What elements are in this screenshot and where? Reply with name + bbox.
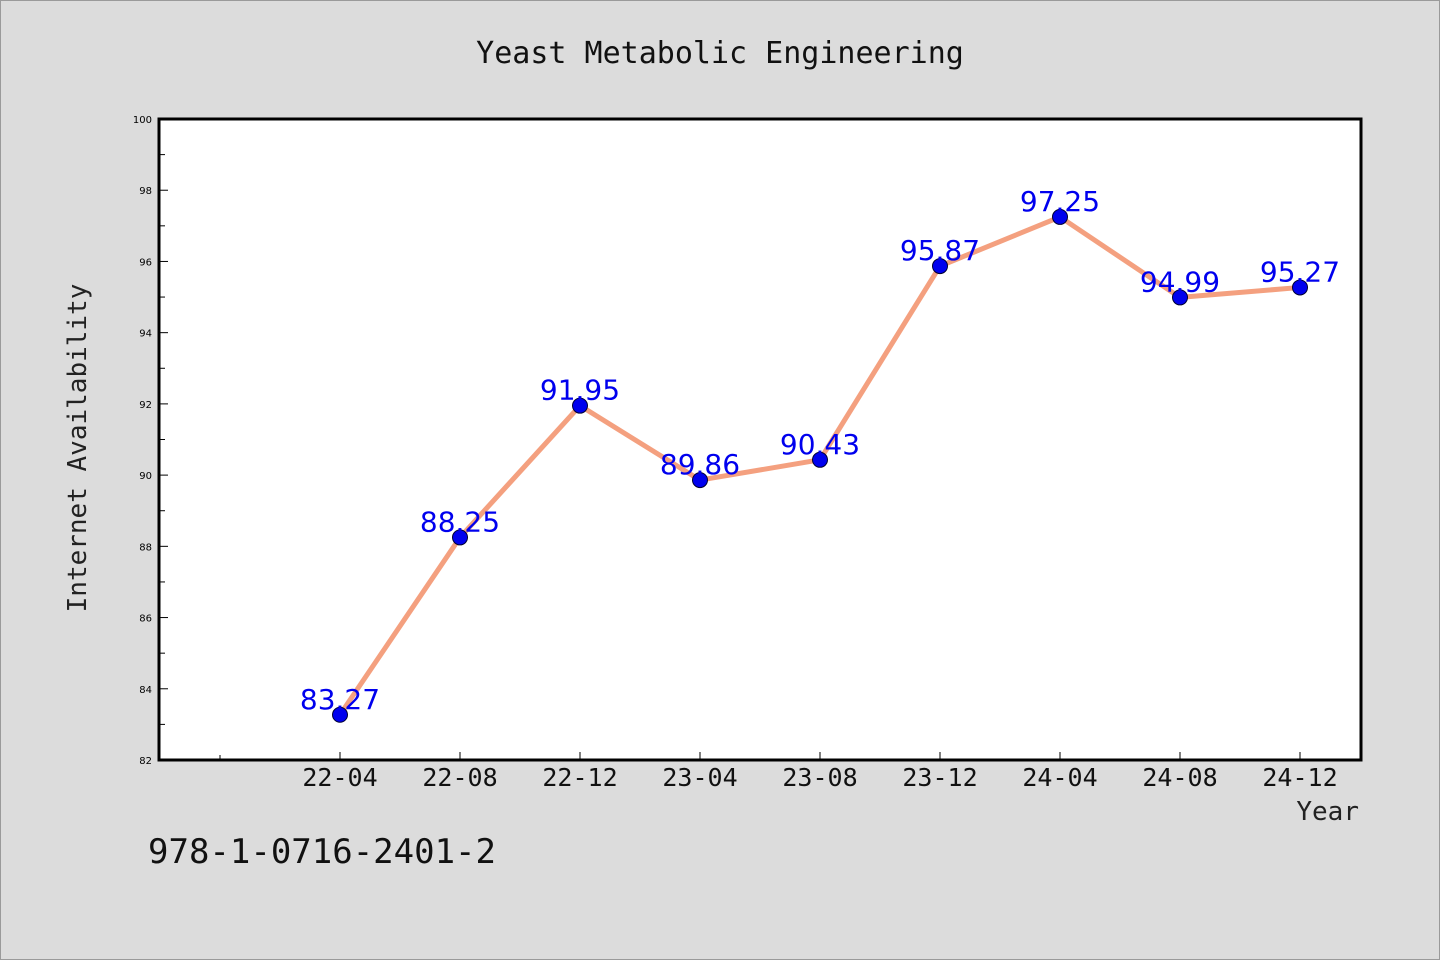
y-tick-label: 94 — [139, 329, 152, 340]
x-axis: 22-04 22-08 22-12 23-04 23-08 23-12 24-04 24-08… — [219, 752, 1338, 792]
data-point — [812, 451, 828, 468]
x-tick-label: 23-04 — [662, 763, 737, 792]
x-tick-label: 24-12 — [1262, 763, 1337, 792]
y-tick-label: 88 — [139, 542, 152, 553]
plot-area — [157, 117, 1363, 762]
y-tick-label: 100 — [133, 115, 152, 126]
data-labels: 83.27 88.25 91.95 89.86 90.43 95.87 97.25 94.99… — [300, 185, 1340, 716]
data-label: 91.95 — [540, 374, 620, 407]
y-tick-label: 90 — [139, 471, 152, 482]
y-tick-label: 86 — [139, 614, 152, 625]
x-tick-label: 23-12 — [902, 763, 977, 792]
x-axis-label: Year — [1296, 797, 1359, 827]
data-series — [332, 208, 1308, 723]
data-point — [1052, 208, 1068, 225]
data-point — [572, 397, 588, 414]
x-tick-label: 22-08 — [422, 763, 497, 792]
x-tick-label: 24-04 — [1022, 763, 1097, 792]
data-label: 90.43 — [780, 428, 860, 461]
x-tick-label: 22-04 — [302, 763, 377, 792]
y-tick-label: 84 — [139, 685, 152, 696]
y-tick-label: 92 — [139, 400, 152, 411]
data-label: 94.99 — [1140, 265, 1220, 298]
x-tick-label: 24-08 — [1142, 763, 1217, 792]
data-point — [1292, 279, 1308, 296]
data-label: 97.25 — [1020, 185, 1100, 218]
isbn-label: 978-1-0716-2401-2 — [148, 832, 496, 872]
y-axis-label: Internet Availability — [63, 284, 93, 613]
y-tick-label: 98 — [139, 186, 152, 197]
data-point — [452, 529, 468, 546]
y-axis: 82 84 86 88 90 92 94 96 98 100 — [133, 115, 168, 767]
data-point — [332, 706, 348, 723]
data-label: 83.27 — [300, 683, 380, 716]
chart-title: Yeast Metabolic Engineering — [476, 36, 964, 71]
x-tick-label: 23-08 — [782, 763, 857, 792]
data-point — [1172, 289, 1188, 306]
data-label: 88.25 — [420, 505, 500, 538]
data-label: 95.87 — [900, 234, 980, 267]
data-point — [932, 258, 948, 275]
x-tick-label: 22-12 — [542, 763, 617, 792]
y-tick-label: 82 — [139, 756, 152, 767]
data-label: 89.86 — [660, 448, 740, 481]
data-label: 95.27 — [1260, 255, 1340, 288]
y-tick-label: 96 — [139, 257, 152, 268]
data-point — [692, 472, 708, 489]
